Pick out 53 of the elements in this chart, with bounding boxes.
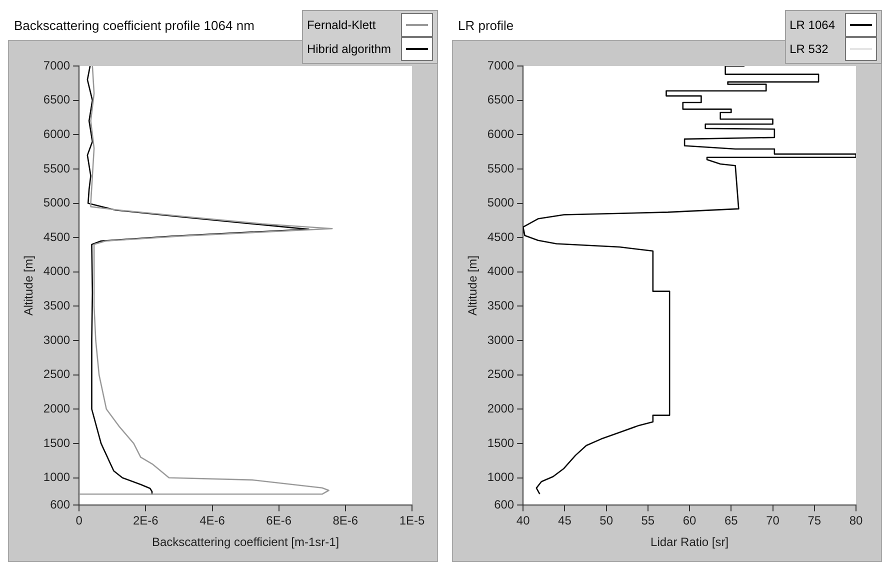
y-tick-label: 6500	[43, 92, 70, 107]
y-tick-label: 3500	[487, 298, 514, 312]
legend-label: Hibrid algorithm	[306, 42, 391, 56]
y-tick-label: 1500	[487, 436, 514, 450]
y-tick-label: 1000	[43, 470, 70, 484]
y-tick-label: 2500	[487, 367, 514, 382]
chart-title: LR profile	[458, 18, 514, 33]
y-tick-label: 5000	[487, 196, 514, 210]
x-tick-label: 65	[724, 514, 738, 528]
x-tick-label: 50	[600, 514, 614, 528]
x-tick-label: 4E-6	[200, 514, 226, 528]
y-tick-label: 1000	[487, 470, 514, 484]
x-tick-label: 2E-6	[132, 514, 159, 528]
y-tick-label: 4500	[43, 230, 70, 244]
y-tick-label: 5500	[43, 161, 70, 176]
x-tick-label: 0	[76, 514, 83, 528]
y-tick-label: 6000	[487, 126, 514, 141]
x-tick-label: 60	[682, 514, 697, 528]
legend-label: LR 1064	[790, 18, 835, 32]
y-tick-label: 6500	[487, 92, 514, 107]
x-tick-label: 70	[766, 514, 780, 528]
text: Fernald-Klett	[306, 18, 376, 32]
y-axis-title: Altitude [m]	[466, 256, 480, 316]
y-tick-label: 600	[50, 498, 70, 512]
x-tick-label: 75	[808, 514, 822, 528]
y-tick-label: 4500	[487, 230, 514, 244]
y-tick-label: 3500	[43, 298, 70, 312]
y-tick-label: 2000	[43, 401, 70, 416]
y-tick-label: 1500	[43, 436, 70, 450]
x-tick-label: 45	[558, 514, 572, 528]
x-axis-title: Backscattering coefficient [m-1sr-1]	[152, 535, 340, 550]
x-tick-label: 40	[516, 514, 530, 528]
y-tick-label: 7000	[487, 58, 514, 72]
x-tick-label: 6E-6	[266, 514, 292, 528]
y-tick-label: 5500	[487, 161, 514, 176]
x-tick-label: 80	[849, 514, 863, 528]
y-tick-label: 2000	[487, 401, 514, 416]
y-tick-label: 4000	[487, 264, 514, 278]
x-tick-label: 55	[641, 514, 655, 528]
y-tick-label: 4000	[43, 264, 70, 278]
y-tick-label: 3000	[487, 332, 514, 347]
y-tick-label: 2500	[43, 367, 70, 382]
y-axis-title: Altitude [m]	[22, 256, 36, 316]
y-tick-label: 7000	[43, 58, 70, 72]
x-axis-title: Lidar Ratio [sr]	[650, 535, 729, 550]
x-tick-label: 1E-5	[399, 514, 425, 528]
y-tick-label: 3000	[43, 332, 70, 347]
y-tick-label: 600	[494, 498, 514, 512]
y-tick-label: 6000	[43, 126, 70, 141]
x-tick-label: 8E-6	[332, 514, 358, 528]
y-tick-label: 5000	[43, 196, 70, 210]
chart-title: Backscattering coefficient profile 1064 nm	[14, 18, 254, 33]
legend-label: LR 532	[790, 42, 828, 56]
